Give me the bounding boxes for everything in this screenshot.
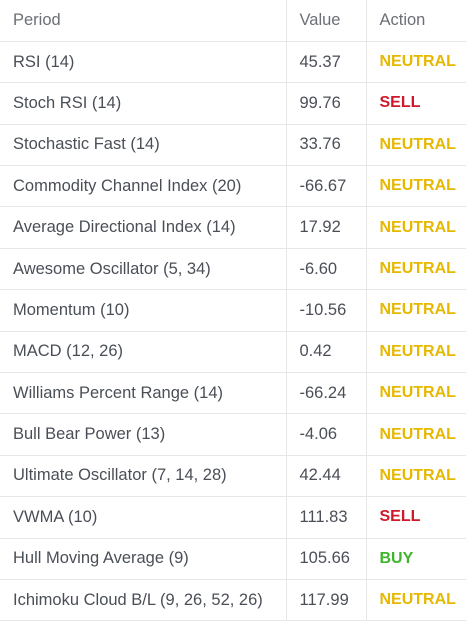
indicator-name: VWMA (10) xyxy=(0,496,286,539)
indicator-name: Stochastic Fast (14) xyxy=(0,124,286,167)
indicator-value: -6.60 xyxy=(285,248,366,291)
action-signal: SELL xyxy=(365,82,466,125)
indicator-value: 117.99 xyxy=(285,579,366,621)
indicator-name: Momentum (10) xyxy=(0,289,286,332)
action-signal: NEUTRAL xyxy=(365,41,466,84)
indicator-value: 111.83 xyxy=(285,496,366,539)
indicator-value: -10.56 xyxy=(285,289,366,332)
action-signal: NEUTRAL xyxy=(365,289,466,332)
action-signal: NEUTRAL xyxy=(365,331,466,374)
action-signal: NEUTRAL xyxy=(365,165,466,208)
action-signal: NEUTRAL xyxy=(365,413,466,456)
table-row: Average Directional Index (14) 17.92 NEUTR… xyxy=(0,206,466,249)
table-row: MACD (12, 26) 0.42 NEUTRAL xyxy=(0,331,466,374)
action-signal: BUY xyxy=(365,538,466,580)
action-signal: NEUTRAL xyxy=(365,579,466,621)
indicator-name: MACD (12, 26) xyxy=(0,331,286,374)
indicator-value: 17.92 xyxy=(285,206,366,249)
indicator-name: Bull Bear Power (13) xyxy=(0,413,286,456)
indicator-name: Ultimate Oscillator (7, 14, 28) xyxy=(0,455,286,498)
column-header-period[interactable]: Period xyxy=(0,0,286,42)
indicator-value: -66.67 xyxy=(285,165,366,208)
indicator-name: Awesome Oscillator (5, 34) xyxy=(0,248,286,291)
indicator-name: Average Directional Index (14) xyxy=(0,206,286,249)
indicator-value: 42.44 xyxy=(285,455,366,498)
indicator-name: Ichimoku Cloud B/L (9, 26, 52, 26) xyxy=(0,579,286,621)
action-signal: SELL xyxy=(365,496,466,539)
indicator-value: 99.76 xyxy=(285,82,366,125)
table-row: Bull Bear Power (13) -4.06 NEUTRAL xyxy=(0,413,466,456)
table-row: Williams Percent Range (14) -66.24 NEUTRAL xyxy=(0,372,466,415)
table-row: Ultimate Oscillator (7, 14, 28) 42.44 NEUT… xyxy=(0,455,466,498)
column-header-value[interactable]: Value xyxy=(285,0,366,42)
indicator-name: Commodity Channel Index (20) xyxy=(0,165,286,208)
action-signal: NEUTRAL xyxy=(365,372,466,415)
indicator-value: -66.24 xyxy=(285,372,366,415)
indicator-value: 33.76 xyxy=(285,124,366,167)
table-row: Stochastic Fast (14) 33.76 NEUTRAL xyxy=(0,124,466,167)
action-signal: NEUTRAL xyxy=(365,124,466,167)
indicator-value: -4.06 xyxy=(285,413,366,456)
table-row: Hull Moving Average (9) 105.66 BUY xyxy=(0,538,466,580)
indicator-value: 0.42 xyxy=(285,331,366,374)
table-row: VWMA (10) 111.83 SELL xyxy=(0,496,466,539)
table-row: Ichimoku Cloud B/L (9, 26, 52, 26) 117.99… xyxy=(0,579,466,621)
action-signal: NEUTRAL xyxy=(365,206,466,249)
indicator-name: RSI (14) xyxy=(0,41,286,84)
table-header-row: Period Value Action xyxy=(0,0,466,42)
indicator-name: Williams Percent Range (14) xyxy=(0,372,286,415)
indicator-name: Hull Moving Average (9) xyxy=(0,538,286,580)
indicator-name: Stoch RSI (14) xyxy=(0,82,286,125)
table-row: Commodity Channel Index (20) -66.67 NEUTRA… xyxy=(0,165,466,208)
table-row: Momentum (10) -10.56 NEUTRAL xyxy=(0,289,466,332)
table-row: RSI (14) 45.37 NEUTRAL xyxy=(0,41,466,84)
indicator-value: 105.66 xyxy=(285,538,366,580)
table-row: Stoch RSI (14) 99.76 SELL xyxy=(0,82,466,125)
table-row: Awesome Oscillator (5, 34) -6.60 NEUTRAL xyxy=(0,248,466,291)
column-header-action[interactable]: Action xyxy=(365,0,466,42)
action-signal: NEUTRAL xyxy=(365,248,466,291)
action-signal: NEUTRAL xyxy=(365,455,466,498)
indicator-value: 45.37 xyxy=(285,41,366,84)
